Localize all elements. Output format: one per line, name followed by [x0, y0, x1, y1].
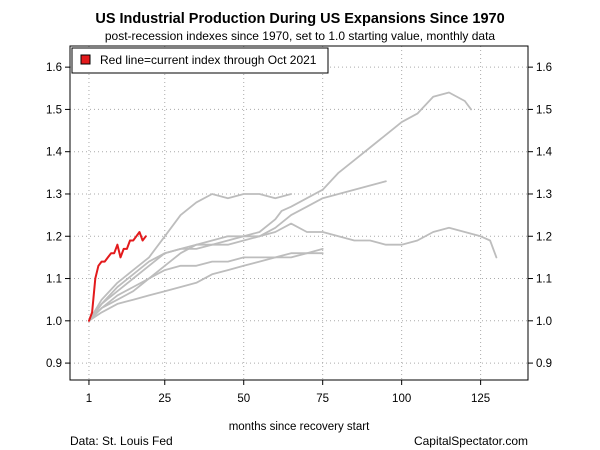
x-tick-label: 100: [392, 393, 411, 405]
x-tick-label: 50: [237, 393, 250, 405]
series-line-past: [88, 91, 473, 322]
plot-frame: [69, 45, 529, 381]
series-line-past: [88, 247, 324, 322]
series-line-current: [88, 231, 147, 322]
series-line-past: [88, 222, 498, 322]
legend-box: [71, 47, 329, 74]
y-axis-left: 0.9 1.0 1.1 1.2 1.3 1.4 1.5 1.6: [46, 62, 70, 370]
series-line-past: [88, 252, 324, 322]
y-tick-label-right: 1.5: [536, 104, 552, 116]
legend-swatch: [80, 54, 91, 65]
y-tick-label: 1.3: [46, 189, 62, 201]
y-tick-label-right: 1.3: [536, 189, 552, 201]
y-tick-label-right: 1.0: [536, 316, 552, 328]
y-tick-label: 1.4: [46, 147, 63, 159]
x-axis-label: months since recovery start: [229, 421, 370, 433]
chart-subtitle: post-recession indexes since 1970, set t…: [105, 29, 496, 43]
x-tick-label: 125: [471, 393, 490, 405]
y-tick-label-right: 1.2: [536, 231, 552, 243]
y-tick-label-right: 1.4: [536, 147, 553, 159]
y-tick-label: 1.2: [46, 231, 62, 243]
series-lines: [88, 91, 498, 322]
y-tick-label-right: 0.9: [536, 358, 552, 370]
source-note: Data: St. Louis Fed: [70, 434, 173, 448]
x-tick-label: 1: [86, 393, 92, 405]
series-line-past: [88, 180, 387, 322]
chart-title: US Industrial Production During US Expan…: [95, 11, 504, 27]
grid-lines: [70, 46, 528, 380]
legend: Red line=current index through Oct 2021: [71, 47, 329, 74]
y-axis-right: 0.9 1.0 1.1 1.2 1.3 1.4 1.5 1.6: [528, 62, 553, 370]
y-tick-label: 0.9: [46, 358, 62, 370]
y-tick-label: 1.6: [46, 62, 62, 74]
y-tick-label-right: 1.6: [536, 62, 552, 74]
y-tick-label: 1.1: [46, 274, 62, 286]
x-tick-label: 25: [158, 393, 171, 405]
credit-note: CapitalSpectator.com: [414, 434, 528, 448]
x-axis: 1 25 50 75 100 125: [86, 380, 490, 405]
y-tick-label-right: 1.1: [536, 274, 552, 286]
y-tick-label: 1.5: [46, 104, 62, 116]
y-tick-label: 1.0: [46, 316, 62, 328]
legend-entry: Red line=current index through Oct 2021: [100, 53, 317, 67]
series-line-past: [88, 193, 293, 322]
x-tick-label: 75: [316, 393, 329, 405]
